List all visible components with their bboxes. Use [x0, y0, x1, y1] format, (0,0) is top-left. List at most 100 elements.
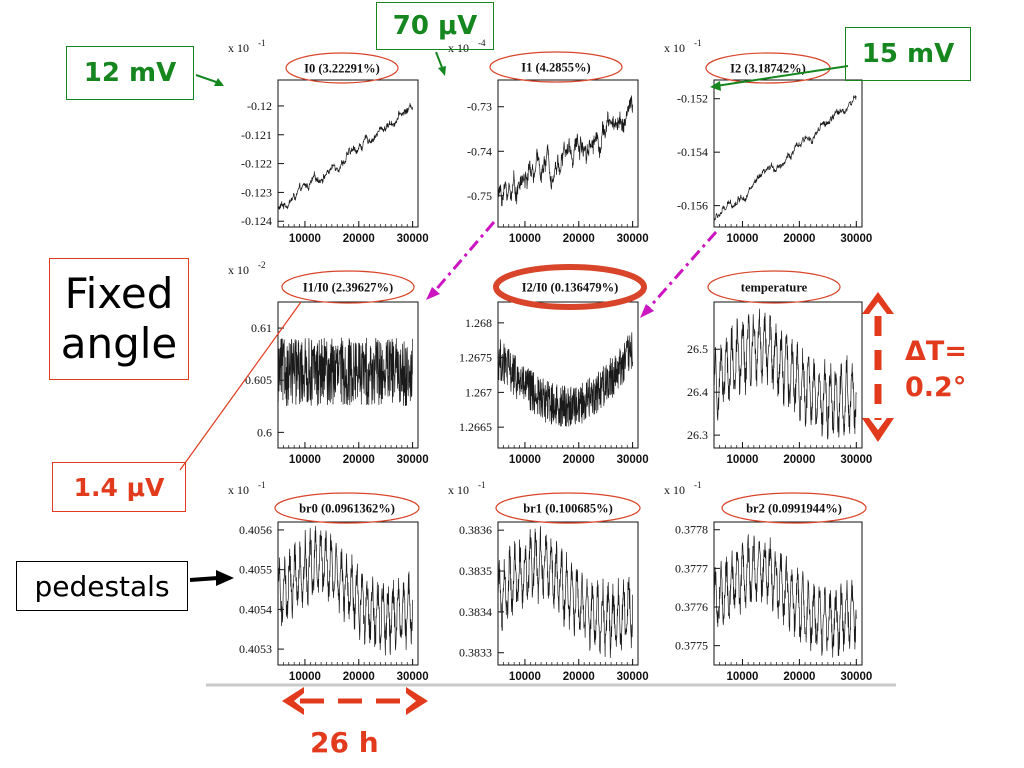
delta-t-label: ΔT= 0.2°	[905, 334, 967, 406]
chart-title: I0 (3.22291%)	[304, 62, 380, 76]
y-tick-label: 0.4056	[239, 523, 272, 537]
x-tick-label: 30000	[840, 454, 872, 466]
x-tick-label: 30000	[397, 233, 429, 245]
chart-title: br0 (0.0961362%)	[299, 502, 395, 516]
chart-title: I2/I0 (0.136479%)	[522, 281, 619, 295]
panel-br0: br0 (0.0961362%) x 10 -1 10000 20000 30000 0.4…	[228, 480, 429, 683]
axis-multiplier-exponent: -1	[258, 38, 266, 48]
y-tick-label: 1.268	[465, 316, 492, 330]
x-tick-label: 20000	[563, 233, 595, 245]
y-tick-label: -0.12	[247, 99, 272, 113]
axis-multiplier-exponent: -1	[478, 480, 486, 490]
axis-multiplier: x 10	[664, 41, 685, 55]
x-tick-label: 20000	[343, 454, 375, 466]
y-tick-label: 1.267	[465, 385, 492, 399]
x-tick-label: 10000	[509, 454, 541, 466]
title-oval	[281, 270, 415, 304]
callout-70uv: 70 μV	[376, 2, 494, 50]
title-oval	[721, 492, 867, 524]
delta-t-line-1: ΔT=	[905, 336, 967, 367]
arrow-i1-to-ratio-head	[426, 287, 440, 300]
y-tick-label: 0.605	[245, 373, 272, 387]
delta-t-arrow-bottom-head	[862, 418, 894, 442]
panel-i2-i0: I2/I0 (0.136479%) 10000 20000 30000 1.268 1.2…	[459, 264, 649, 466]
axis-multiplier: x 10	[228, 483, 249, 497]
panel-br1: br1 (0.100685%) x 10 -1 10000 20000 30000 0.38…	[448, 480, 649, 683]
series-line	[713, 95, 857, 221]
chart-title: temperature	[741, 281, 808, 295]
axis-multiplier: x 10	[664, 483, 685, 497]
y-tick-label: 0.6	[257, 425, 272, 439]
y-tick-label: 0.61	[251, 321, 272, 335]
axis-multiplier: x 10	[228, 41, 249, 55]
y-tick-label: 26.3	[687, 428, 708, 442]
series-line	[713, 308, 857, 440]
callout-70uv-text: 70 μV	[392, 11, 478, 41]
callout-1-4uv: 1.4 μV	[52, 462, 186, 512]
y-tick-label: 0.3834	[459, 605, 492, 619]
delta-t-arrow-top-head	[862, 292, 894, 314]
arrow-70uv	[435, 51, 444, 71]
x-tick-label: 30000	[617, 454, 649, 466]
x-tick-label: 10000	[289, 454, 321, 466]
hours-arrow-left-head	[282, 687, 304, 715]
plot-frame	[277, 79, 419, 228]
series-line	[497, 332, 633, 427]
panel-i1-i0: I1/I0 (2.39627%) x 10 -2 10000 20000 30000 0.6…	[228, 260, 429, 466]
series-line	[277, 337, 413, 407]
arrow-i2-to-ratio-head	[640, 304, 654, 318]
arrow-15mv-head	[710, 81, 721, 91]
hours-label-text: 26 h	[310, 726, 379, 759]
x-tick-label: 30000	[397, 454, 429, 466]
y-tick-label: 0.4053	[239, 642, 272, 656]
chart-title: I1 (4.2855%)	[521, 61, 590, 75]
series-line	[277, 525, 413, 656]
y-tick-label: 0.3776	[675, 600, 708, 614]
callout-15mv-text: 15 mV	[861, 39, 955, 69]
panel-temperature: temperature 10000 20000 30000 26.5 26.4 26.3	[687, 270, 872, 466]
axis-multiplier: x 10	[228, 263, 249, 277]
y-tick-label: 0.3778	[675, 523, 708, 537]
title-oval	[285, 52, 399, 84]
hours-arrow-right-head	[406, 687, 428, 715]
axis-multiplier: x 10	[448, 483, 469, 497]
y-tick-label: -0.152	[677, 92, 708, 106]
panel-br2: br2 (0.0991944%) x 10 -1 10000 20000 30000 0.3…	[664, 480, 872, 683]
x-tick-label: 10000	[289, 233, 321, 245]
x-tick-label: 10000	[509, 671, 541, 683]
x-tick-label: 30000	[840, 671, 872, 683]
series-line	[713, 534, 857, 658]
x-tick-label: 30000	[397, 671, 429, 683]
callout-pedestals-text: pedestals	[34, 569, 170, 603]
arrow-i1-to-ratio	[432, 221, 496, 293]
chart-title: I1/I0 (2.39627%)	[303, 281, 393, 295]
y-tick-label: -0.122	[241, 157, 272, 171]
y-tick-label: -0.154	[677, 145, 708, 159]
series-line	[277, 103, 413, 210]
y-tick-label: 26.4	[687, 385, 708, 399]
title-oval	[493, 264, 647, 310]
x-tick-label: 30000	[617, 233, 649, 245]
y-tick-label: 0.3833	[459, 646, 492, 660]
axis-multiplier: x 10	[448, 41, 469, 55]
panel-i2: I2 (3.18742%) x 10 -1 10000 20000 30000 -0.152…	[664, 38, 872, 245]
title-oval	[489, 51, 623, 83]
callout-pedestals: pedestals	[16, 561, 188, 611]
x-tick-label: 30000	[617, 671, 649, 683]
y-tick-label: -0.124	[241, 214, 272, 228]
x-tick-label: 20000	[563, 671, 595, 683]
arrow-pedestals	[189, 576, 219, 582]
panel-i0: I0 (3.22291%) x 10 -1 10000 20000 30000 -0.12 -…	[228, 38, 429, 245]
y-tick-label: 1.2665	[459, 420, 492, 434]
callout-12mv: 12 mV	[66, 46, 194, 100]
y-tick-label: -0.74	[467, 144, 492, 158]
chart-title: I2 (3.18742%)	[730, 62, 806, 76]
annotation-arrows	[179, 51, 896, 715]
x-tick-label: 10000	[726, 454, 758, 466]
x-tick-label: 10000	[726, 671, 758, 683]
x-tick-label: 10000	[726, 233, 758, 245]
fixed-angle-line-1: Fixed	[64, 269, 174, 318]
y-tick-label: -0.75	[467, 189, 492, 203]
series-line	[497, 95, 633, 207]
